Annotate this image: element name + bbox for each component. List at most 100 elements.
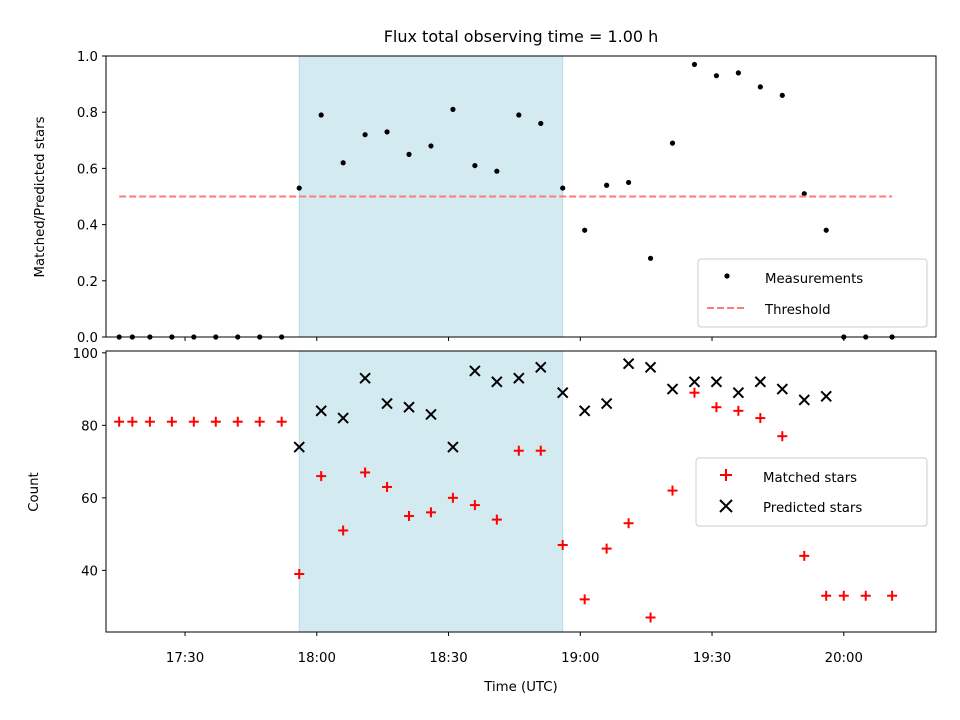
matched-star-point xyxy=(887,590,898,601)
matched-star-point xyxy=(316,471,327,482)
matched-star-point xyxy=(799,550,810,561)
matched-star-point xyxy=(188,416,199,427)
matched-star-point xyxy=(360,467,371,478)
measurement-point xyxy=(801,191,807,197)
measurement-point xyxy=(582,227,588,233)
predicted-star-point xyxy=(557,386,569,399)
measurement-point xyxy=(516,112,522,118)
predicted-star-point xyxy=(403,401,415,413)
matched-star-point xyxy=(689,387,700,398)
matched-star-point xyxy=(294,568,305,579)
top-y-ticks: 0.0 0.2 0.4 0.6 0.8 1.0 xyxy=(77,50,106,346)
predicted-star-point xyxy=(359,372,371,384)
y-tick-label: 100 xyxy=(73,347,98,362)
legend-threshold-label: Threshold xyxy=(764,303,831,318)
bottom-x-ticks: 17:30 18:00 18:30 19:00 19:30 20:00 xyxy=(166,632,863,666)
predicted-star-point xyxy=(732,386,745,399)
legend-matched-marker xyxy=(720,469,732,481)
matched-star-point xyxy=(513,445,524,456)
measurement-point xyxy=(560,185,566,191)
matched-star-point xyxy=(210,416,221,427)
matched-star-point xyxy=(491,514,502,525)
bottom-legend-box xyxy=(695,457,928,527)
predicted-star-point xyxy=(622,357,635,370)
measurement-point xyxy=(713,73,720,79)
predicted-star-point xyxy=(337,412,349,424)
predicted-star-point xyxy=(754,376,767,388)
matched-star-point xyxy=(404,510,415,521)
predicted-star-point xyxy=(666,383,679,395)
y-tick-label: 60 xyxy=(81,492,98,507)
predicted-star-point xyxy=(644,361,657,374)
matched-star-point xyxy=(667,485,678,496)
y-tick-label: 1.0 xyxy=(77,50,98,65)
y-tick-label: 0.4 xyxy=(77,219,98,234)
x-tick-label: 20:00 xyxy=(825,651,863,666)
matched-star-point xyxy=(711,402,722,413)
matched-star-point xyxy=(821,590,832,601)
measurement-point xyxy=(604,182,610,188)
x-tick-label: 18:00 xyxy=(298,651,336,666)
matched-star-point xyxy=(127,416,138,427)
matched-star-point xyxy=(425,507,436,518)
top-plot-frame xyxy=(105,55,937,338)
measurement-point xyxy=(384,129,390,135)
x-tick-label: 17:30 xyxy=(166,651,204,666)
predicted-star-point xyxy=(447,441,459,453)
x-tick-label: 19:30 xyxy=(693,651,731,666)
x-axis-label: Time (UTC) xyxy=(483,680,558,695)
legend-predicted-label: Predicted stars xyxy=(763,501,862,516)
measurement-point xyxy=(647,255,654,261)
predicted-star-point xyxy=(293,441,305,453)
top-y-axis-label: Matched/Predicted stars xyxy=(33,116,48,277)
predicted-star-point xyxy=(820,390,832,403)
x-tick-label: 18:30 xyxy=(429,651,467,666)
predicted-star-point xyxy=(469,365,481,377)
predicted-star-point xyxy=(315,405,327,417)
matched-star-point xyxy=(601,543,612,554)
y-tick-label: 0.0 xyxy=(77,331,98,346)
predicted-star-point xyxy=(776,383,789,395)
measurement-point xyxy=(428,143,434,149)
top-legend: Measurements Threshold xyxy=(697,258,928,328)
chart-title: Flux total observing time = 1.00 h xyxy=(384,27,659,46)
bottom-y-ticks: 40 60 80 100 xyxy=(73,347,106,579)
measurement-point xyxy=(823,227,829,233)
measurement-point xyxy=(669,140,676,146)
matched-star-point xyxy=(860,590,871,601)
matched-star-point xyxy=(469,500,480,511)
top-x-ticks xyxy=(184,337,845,341)
legend-matched-label: Matched stars xyxy=(763,471,857,486)
matched-star-point xyxy=(338,525,349,536)
predicted-star-point xyxy=(513,372,525,384)
matched-star-point xyxy=(276,416,287,427)
measurement-point xyxy=(296,185,302,191)
y-tick-label: 0.8 xyxy=(77,106,98,121)
measurement-point xyxy=(757,84,763,90)
measurement-point xyxy=(494,168,500,174)
measurement-point xyxy=(340,160,346,166)
matched-star-point xyxy=(733,405,744,416)
matched-star-point xyxy=(144,416,155,427)
matched-star-point xyxy=(114,416,125,427)
legend-predicted-marker xyxy=(719,499,733,513)
legend-measurements-label: Measurements xyxy=(765,272,863,287)
measurement-point xyxy=(779,92,785,98)
predicted-star-point xyxy=(535,361,547,374)
bottom-plot-marks xyxy=(114,357,898,623)
legend-measurements-marker xyxy=(724,273,730,279)
matched-star-point xyxy=(645,612,656,623)
measurement-point xyxy=(691,61,698,68)
measurement-point xyxy=(450,106,456,112)
predicted-star-point xyxy=(710,376,723,388)
y-tick-label: 40 xyxy=(81,564,98,579)
predicted-star-point xyxy=(798,394,810,406)
bottom-y-axis-label: Count xyxy=(27,472,42,512)
predicted-star-point xyxy=(381,397,393,410)
predicted-star-point xyxy=(491,376,503,388)
top-panel: 0.0 0.2 0.4 0.6 0.8 1.0 Matched/Predicted sta… xyxy=(33,50,937,346)
matched-star-point xyxy=(755,413,766,424)
top-legend-box xyxy=(697,258,928,328)
matched-star-point xyxy=(535,445,546,456)
